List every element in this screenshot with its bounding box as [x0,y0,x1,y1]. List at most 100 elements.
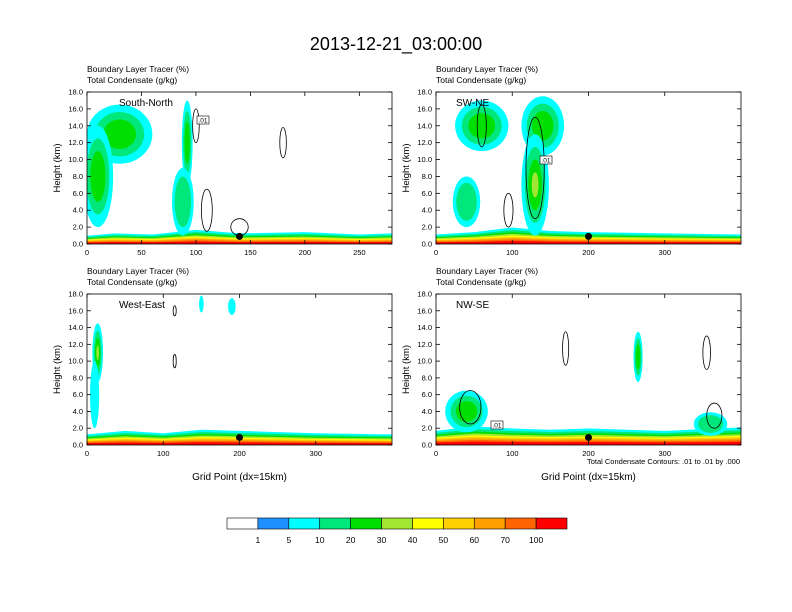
x-tick-label: 250 [353,248,366,257]
colorbar: 1 5 10 20 30 40 50 60 70 100 [226,517,568,545]
colorbar-swatch [473,517,506,530]
condensate-contour [172,353,177,369]
shading-region [456,182,477,221]
plot-frame [86,91,393,245]
x-tick-label: 300 [658,449,671,458]
shading-region [184,121,190,164]
y-tick-label: 8.0 [422,373,432,382]
condensate-contour [200,188,213,232]
y-tick-label: 10.0 [68,357,83,366]
location-marker [236,232,243,240]
x-tick-label: 0 [434,449,438,458]
y-tick-label: 14.0 [417,121,432,130]
panel-subtitle-tracer: Boundary Layer Tracer (%) [436,266,538,276]
panel-subtitle-condensate: Total Condensate (g/kg) [87,277,177,287]
y-tick-label: 2.0 [422,223,432,232]
colorbar-swatch [381,517,413,530]
panel-subtitle-condensate: Total Condensate (g/kg) [87,75,177,85]
condensate-contour [192,108,200,144]
y-tick-label: 16.0 [417,306,432,315]
contour-label: .01 [198,118,207,125]
y-tick-label: 4.0 [73,206,83,215]
colorbar-swatch [226,517,259,530]
plot-area [87,100,392,244]
shading-region [103,119,137,149]
y-tick-label: 2.0 [422,424,432,433]
x-tick-label: 100 [157,449,170,458]
y-tick-label: 14.0 [68,323,83,332]
panel-1: 0.0 2.0 4.0 6.0 8.0 10.0 12.0 14.0 16.0 18.0 0 50 10… [52,64,393,257]
shading-region [90,151,106,202]
shading-region [697,415,724,433]
y-tick-label: 16.0 [68,104,83,113]
x-tick-label: 0 [85,449,89,458]
x-tick-label: 200 [233,449,246,458]
y-tick-label: 4.0 [73,407,83,416]
panel-subtitle-tracer: Boundary Layer Tracer (%) [436,64,538,74]
shading-region [455,400,478,422]
condensate-contour [279,127,287,159]
x-tick-label: 100 [190,248,203,257]
plot-area [87,295,392,445]
colorbar-label: 60 [470,535,480,545]
y-tick-label: 0.0 [73,441,83,450]
condensate-contour [476,104,487,148]
colorbar-label: 1 [256,535,261,545]
shading-region [531,172,539,198]
y-tick-label: 14.0 [68,121,83,130]
y-axis-label: Height (km) [52,143,63,192]
y-tick-label: 6.0 [73,390,83,399]
y-tick-label: 12.0 [68,340,83,349]
panel-4: 0.0 2.0 4.0 6.0 8.0 10.0 12.0 14.0 16.0 18.0 0 100 2… [401,266,742,483]
contour-label: .01 [541,158,550,165]
y-tick-label: 0.0 [422,240,432,249]
condensate-contour [525,116,545,220]
panel-subtitle-condensate: Total Condensate (g/kg) [436,277,526,287]
condensate-contour [702,335,711,370]
panel-label: SW-NE [456,98,489,109]
location-marker [585,433,592,441]
y-axis-label: Height (km) [401,143,412,192]
x-axis-label: Grid Point (dx=15km) [541,472,636,483]
panels-group: 0.0 2.0 4.0 6.0 8.0 10.0 12.0 14.0 16.0 18.0 0 50 10… [52,64,742,483]
colorbar-label: 30 [377,535,387,545]
colorbar-swatch [535,517,568,530]
contour-label: .01 [492,423,501,430]
x-tick-label: 100 [506,248,519,257]
x-tick-label: 0 [85,248,89,257]
colorbar-swatch [350,517,382,530]
colorbar-swatch [319,517,351,530]
y-tick-label: 6.0 [422,189,432,198]
y-tick-label: 4.0 [422,206,432,215]
y-tick-label: 12.0 [417,340,432,349]
y-tick-label: 6.0 [73,189,83,198]
y-tick-label: 18.0 [417,88,432,97]
y-tick-label: 8.0 [422,172,432,181]
location-marker [236,433,243,441]
contour-label-box [196,115,210,125]
colorbar-label: 70 [500,535,510,545]
x-tick-label: 300 [309,449,322,458]
x-tick-label: 200 [582,449,595,458]
x-tick-label: 300 [658,248,671,257]
shading-region [96,345,100,361]
panel-label: NW-SE [456,300,489,311]
shading-region [635,344,641,370]
y-tick-label: 18.0 [417,290,432,299]
shading-region [199,295,204,313]
shading-region [228,298,236,315]
x-axis-label: Grid Point (dx=15km) [192,472,287,483]
condensate-contour [562,331,570,366]
panel-3: 0.0 2.0 4.0 6.0 8.0 10.0 12.0 14.0 16.0 18.0 0 100 2… [52,266,393,483]
colorbar-swatch [288,517,321,530]
contour-note: Total Condensate Contours: .01 to .01 by… [587,457,740,466]
colorbar-label: 50 [439,535,449,545]
contour-label-box [490,420,504,430]
x-tick-label: 100 [506,449,519,458]
y-tick-label: 0.0 [422,441,432,450]
panel-2: 0.0 2.0 4.0 6.0 8.0 10.0 12.0 14.0 16.0 18.0 0 100 2… [401,64,742,257]
plot-area [436,331,741,445]
panel-subtitle-tracer: Boundary Layer Tracer (%) [87,64,189,74]
y-tick-label: 18.0 [68,290,83,299]
shading-layer [87,241,392,244]
